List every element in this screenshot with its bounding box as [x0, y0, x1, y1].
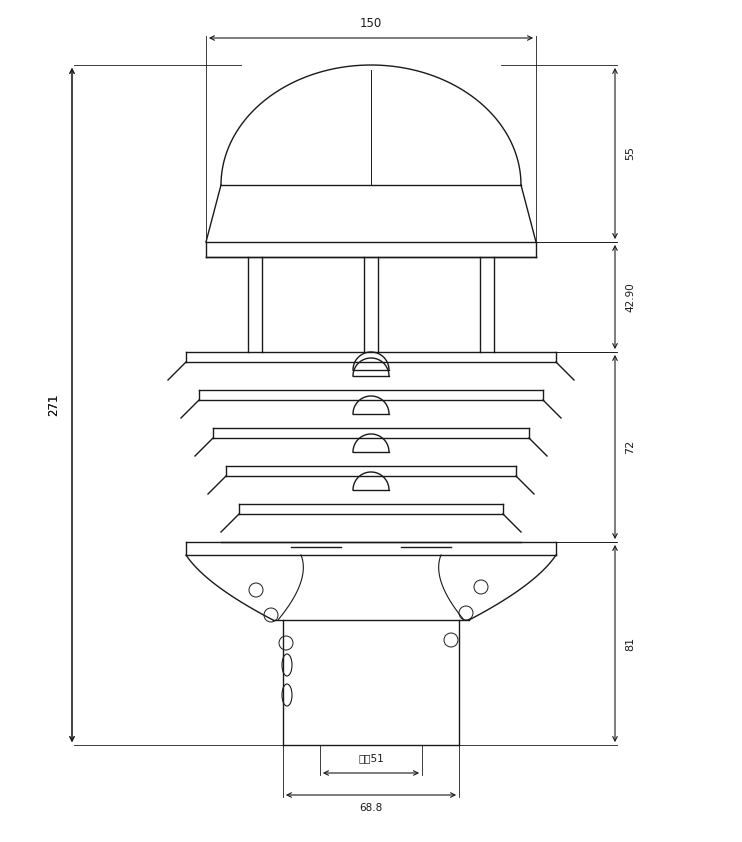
Text: 55: 55: [625, 147, 635, 161]
Text: 72: 72: [625, 440, 635, 454]
Text: 81: 81: [625, 637, 635, 651]
Text: 271: 271: [47, 394, 61, 416]
Text: 68.8: 68.8: [359, 803, 383, 813]
Text: 150: 150: [360, 17, 382, 30]
Text: 内彄51: 内彄51: [358, 753, 384, 763]
Text: 42.90: 42.90: [625, 282, 635, 312]
Text: 271: 271: [47, 394, 60, 416]
